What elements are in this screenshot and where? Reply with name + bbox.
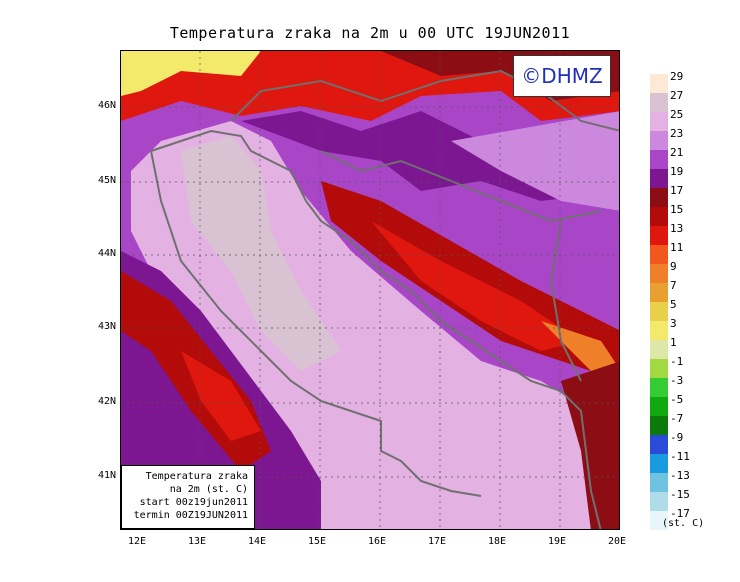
legend-label: -9	[670, 431, 684, 444]
legend-label: 13	[670, 222, 684, 235]
lon-label: 12E	[127, 536, 147, 547]
legend-swatch	[650, 397, 668, 416]
legend-label: -13	[670, 469, 690, 482]
map-title: Temperatura zraka na 2m u 00 UTC 19JUN20…	[169, 24, 571, 42]
legend-label: -1	[670, 355, 684, 368]
coastline-west	[150, 150, 482, 497]
info-line: na 2m (st. C)	[169, 484, 248, 495]
legend-swatch	[650, 511, 668, 530]
legend-swatch	[650, 131, 668, 150]
legend-swatch	[650, 169, 668, 188]
legend-label: 1	[670, 336, 677, 349]
coastline-east	[150, 129, 602, 529]
legend-swatch	[650, 473, 668, 492]
legend-label: 29	[670, 70, 684, 83]
legend-swatch	[650, 302, 668, 321]
legend-swatch	[650, 416, 668, 435]
legend-label: -7	[670, 412, 684, 425]
legend-swatch	[650, 321, 668, 340]
legend-label: 19	[670, 165, 684, 178]
legend-label: 15	[670, 203, 684, 216]
lat-label: 43N	[97, 321, 116, 332]
legend-label: -17	[670, 507, 690, 520]
legend-swatch	[650, 207, 668, 226]
legend-swatch	[650, 245, 668, 264]
legend-swatch	[650, 435, 668, 454]
lon-label: 13E	[187, 536, 207, 547]
legend-swatch	[650, 150, 668, 169]
lon-label: 16E	[367, 536, 387, 547]
field-pannonian	[451, 111, 619, 211]
lon-label: 14E	[247, 536, 267, 547]
legend-swatch	[650, 359, 668, 378]
legend-swatch	[650, 93, 668, 112]
lat-label: 41N	[97, 470, 116, 481]
legend-swatch	[650, 340, 668, 359]
field-italy-red	[181, 351, 261, 441]
lon-label: 18E	[487, 536, 507, 547]
legend-label: 3	[670, 317, 677, 330]
legend-label: -3	[670, 374, 684, 387]
lon-label: 19E	[547, 536, 567, 547]
legend-swatch	[650, 188, 668, 207]
legend-label: 25	[670, 108, 684, 121]
info-line: start 00z19jun2011	[139, 497, 248, 508]
legend-label: 7	[670, 279, 677, 292]
legend-label: 23	[670, 127, 684, 140]
legend-swatch	[650, 454, 668, 473]
dhmz-logo: ©DHMZ	[513, 55, 611, 97]
info-line: Temperatura zraka	[145, 471, 248, 482]
border-north	[230, 69, 619, 132]
info-line: termin 00Z19JUN2011	[133, 510, 248, 521]
field-dinaric-red	[371, 221, 581, 351]
map-grid	[121, 51, 619, 529]
lat-label: 42N	[97, 396, 116, 407]
border-sava	[320, 150, 602, 223]
legend-swatch	[650, 74, 668, 93]
legend-swatch	[650, 112, 668, 131]
temperature-map: ©DHMZ Temperatura zraka na 2m (st. C) st…	[120, 50, 620, 530]
legend-swatch	[650, 283, 668, 302]
temperature-field	[121, 51, 619, 529]
legend-swatch	[650, 264, 668, 283]
legend-label: -5	[670, 393, 684, 406]
legend-unit: (st. C)	[662, 518, 705, 529]
legend-label: 11	[670, 241, 684, 254]
lat-label: 44N	[97, 248, 116, 259]
field-north-yellow	[121, 51, 261, 96]
legend-label: 5	[670, 298, 677, 311]
legend-label: 27	[670, 89, 684, 102]
field-albania	[561, 361, 619, 529]
legend-label: 21	[670, 146, 684, 159]
legend-swatch	[650, 378, 668, 397]
border-drina	[549, 220, 582, 382]
legend-label: -11	[670, 450, 690, 463]
legend-label: 17	[670, 184, 684, 197]
info-box: Temperatura zraka na 2m (st. C) start 00…	[121, 465, 255, 529]
legend-swatch	[650, 226, 668, 245]
legend-swatch	[650, 492, 668, 511]
legend-label: 9	[670, 260, 677, 273]
legend-label: -15	[670, 488, 690, 501]
field-sea-north-warm	[181, 136, 341, 371]
lat-label: 46N	[97, 100, 116, 111]
lon-label: 15E	[307, 536, 327, 547]
lon-label: 17E	[427, 536, 447, 547]
lat-label: 45N	[97, 175, 116, 186]
lon-label: 20E	[607, 536, 627, 547]
